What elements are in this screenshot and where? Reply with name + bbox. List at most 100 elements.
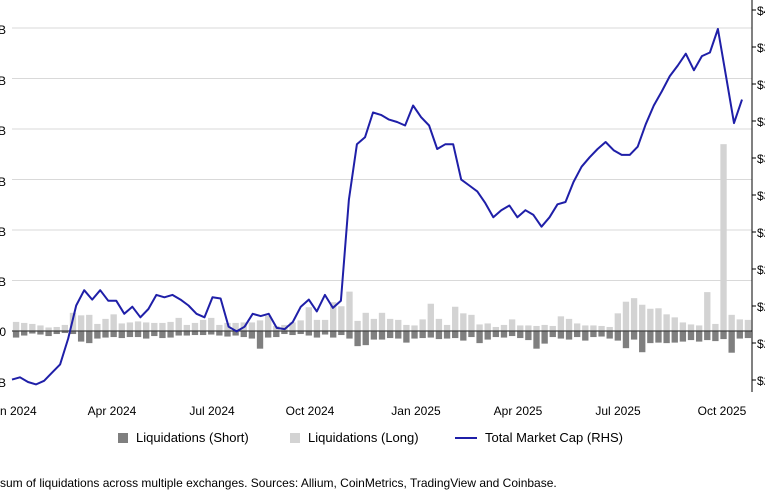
bar-short: [452, 331, 459, 339]
bar-short: [321, 331, 329, 335]
legend-swatch-line: [455, 436, 477, 439]
bar-short: [151, 331, 158, 337]
bar-long: [61, 324, 69, 331]
legend-swatch-short: [118, 432, 128, 443]
bar-short: [183, 331, 191, 336]
bar-long: [264, 315, 272, 331]
footnote: sum of liquidations across multiple exch…: [0, 476, 557, 490]
bar-long: [289, 322, 296, 331]
bar-short: [468, 331, 475, 338]
bar-short: [61, 331, 69, 334]
bar-long: [53, 326, 60, 331]
bar-short: [476, 331, 483, 344]
bar-long: [736, 319, 743, 331]
bar-long: [452, 306, 459, 331]
bar-short: [606, 331, 613, 339]
bar-long: [427, 303, 434, 331]
bar-long: [167, 321, 174, 331]
bar-short: [86, 331, 93, 344]
bar-short: [21, 331, 28, 336]
bar-long: [663, 314, 670, 331]
bar-long: [671, 317, 678, 331]
bar-short: [53, 331, 60, 335]
bar-short: [395, 331, 402, 339]
legend-item-long[interactable]: Liquidations (Long): [290, 430, 419, 445]
bar-short: [728, 331, 735, 353]
bar-long: [614, 313, 621, 331]
bar-short: [671, 331, 678, 343]
left-tick-label: $5B: [0, 23, 6, 37]
bar-long: [199, 319, 207, 331]
bar-long: [744, 319, 752, 331]
bar-long: [175, 317, 182, 331]
bar-long: [305, 307, 312, 331]
bar-long: [687, 324, 695, 331]
bar-short: [687, 331, 695, 341]
bar-short: [517, 331, 524, 339]
bar-short: [744, 331, 752, 339]
bar-long: [159, 322, 166, 331]
bar-long: [435, 318, 443, 331]
bar-short: [582, 331, 589, 341]
bar-short: [655, 331, 662, 343]
bar-long: [443, 324, 451, 331]
right-tick-label: $3.4T: [757, 115, 765, 129]
legend-label-long: Liquidations (Long): [308, 430, 419, 445]
bar-long: [541, 324, 548, 331]
bar-long: [533, 325, 540, 331]
bar-short: [573, 331, 581, 338]
bar-long: [598, 325, 605, 331]
x-tick-label: Jul 2025: [595, 404, 641, 418]
bar-short: [639, 331, 646, 353]
bar-long: [134, 321, 142, 331]
bar-short: [565, 331, 573, 340]
bar-long: [419, 319, 426, 331]
right-tick-label: $2.0T: [757, 374, 765, 388]
right-tick-label: $2.4T: [757, 300, 765, 314]
bar-long: [232, 322, 239, 331]
bar-short: [533, 331, 540, 349]
bar-long: [12, 321, 20, 331]
right-tick-label: $4.0T: [757, 4, 765, 18]
left-tick-label: 0: [0, 325, 6, 339]
bar-short: [720, 331, 727, 340]
bar-long: [720, 144, 727, 331]
bar-short: [305, 331, 312, 336]
bar-short: [12, 331, 20, 338]
bar-long: [346, 291, 353, 331]
bar-long: [484, 323, 491, 331]
bar-short: [256, 331, 264, 349]
bar-long: [704, 292, 711, 331]
bar-short: [159, 331, 166, 339]
bar-short: [289, 331, 296, 336]
bar-long: [403, 324, 410, 331]
bar-short: [232, 331, 239, 336]
legend-item-short[interactable]: Liquidations (Short): [118, 430, 249, 445]
bar-short: [175, 331, 182, 336]
bar-long: [110, 314, 117, 331]
bar-short: [224, 331, 231, 337]
bar-long: [338, 306, 345, 331]
bar-short: [45, 331, 52, 337]
bar-long: [216, 324, 223, 331]
legend-item-line[interactable]: Total Market Cap (RHS): [455, 430, 623, 445]
bar-short: [484, 331, 491, 340]
bar-short: [94, 331, 101, 339]
bar-long: [647, 308, 654, 331]
bar-long: [565, 318, 573, 331]
bar-short: [378, 331, 386, 340]
bar-short: [557, 331, 565, 339]
bar-short: [338, 331, 345, 336]
bar-short: [598, 331, 605, 337]
bar-short: [29, 331, 36, 334]
right-tick-label: $2.8T: [757, 226, 765, 240]
chart: $4.0T $3.8T $3.6T $3.4T $3.2T $3.0T $2.8T $2.6T…: [0, 0, 765, 418]
bar-short: [403, 331, 410, 343]
bar-long: [313, 319, 321, 331]
bar-long: [21, 322, 28, 331]
right-tick-label: $2.6T: [757, 263, 765, 277]
bar-long: [378, 312, 386, 331]
bar-long: [573, 323, 581, 331]
bar-short: [281, 331, 288, 335]
bar-short: [143, 331, 150, 339]
